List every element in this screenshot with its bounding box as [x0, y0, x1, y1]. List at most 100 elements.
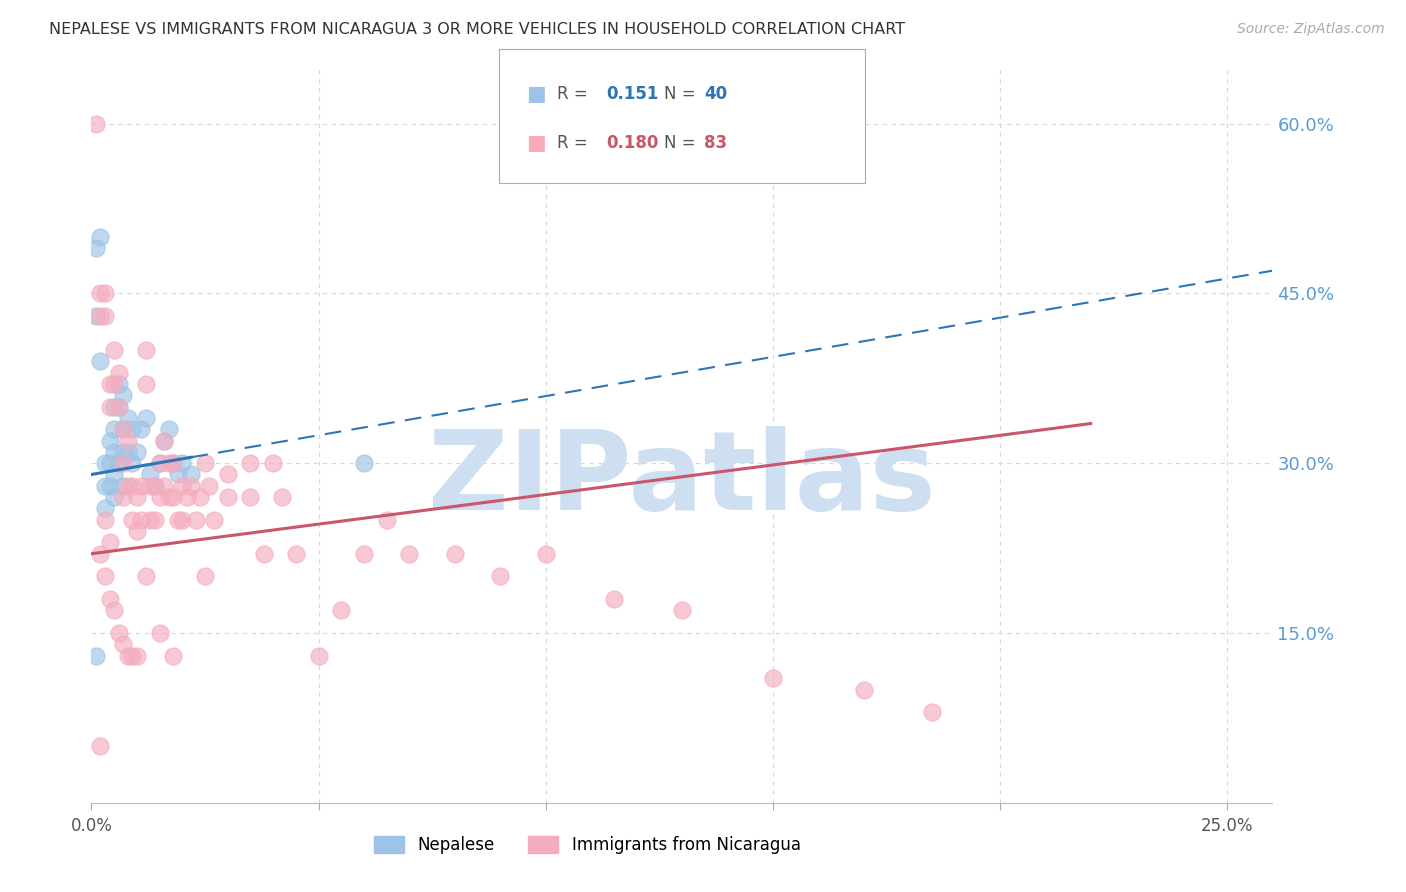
- Point: [153, 434, 176, 448]
- Point: [84, 309, 107, 323]
- Point: [125, 490, 148, 504]
- Point: [284, 547, 307, 561]
- Point: [353, 456, 375, 470]
- Point: [190, 490, 212, 504]
- Point: [202, 513, 225, 527]
- Point: [112, 456, 135, 470]
- Point: [135, 569, 157, 583]
- Point: [534, 547, 557, 561]
- Point: [98, 400, 121, 414]
- Point: [84, 241, 107, 255]
- Point: [98, 434, 121, 448]
- Point: [103, 603, 125, 617]
- Point: [94, 309, 117, 323]
- Point: [139, 513, 162, 527]
- Point: [89, 547, 111, 561]
- Point: [194, 456, 217, 470]
- Point: [139, 479, 162, 493]
- Point: [131, 479, 153, 493]
- Point: [239, 456, 262, 470]
- Point: [98, 456, 121, 470]
- Point: [148, 626, 170, 640]
- Point: [125, 445, 148, 459]
- Point: [489, 569, 512, 583]
- Point: [852, 682, 875, 697]
- Point: [107, 366, 129, 380]
- Point: [131, 422, 153, 436]
- Point: [121, 513, 143, 527]
- Point: [103, 467, 125, 482]
- Point: [98, 376, 121, 391]
- Point: [353, 547, 375, 561]
- Point: [103, 400, 125, 414]
- Point: [253, 547, 276, 561]
- Point: [121, 456, 143, 470]
- Point: [117, 479, 139, 493]
- Point: [157, 490, 180, 504]
- Point: [671, 603, 693, 617]
- Point: [135, 343, 157, 357]
- Point: [162, 456, 184, 470]
- Point: [184, 513, 207, 527]
- Point: [117, 648, 139, 663]
- Text: N =: N =: [664, 134, 695, 152]
- Point: [143, 479, 166, 493]
- Point: [308, 648, 330, 663]
- Point: [112, 422, 135, 436]
- Point: [271, 490, 294, 504]
- Point: [148, 456, 170, 470]
- Point: [103, 343, 125, 357]
- Point: [125, 648, 148, 663]
- Point: [94, 479, 117, 493]
- Point: [443, 547, 465, 561]
- Text: ■: ■: [526, 133, 546, 153]
- Point: [176, 490, 198, 504]
- Point: [112, 490, 135, 504]
- Point: [180, 467, 202, 482]
- Point: [125, 524, 148, 538]
- Point: [112, 479, 135, 493]
- Point: [217, 490, 239, 504]
- Point: [375, 513, 398, 527]
- Point: [603, 592, 626, 607]
- Point: [143, 479, 166, 493]
- Point: [262, 456, 284, 470]
- Point: [148, 456, 170, 470]
- Text: Source: ZipAtlas.com: Source: ZipAtlas.com: [1237, 22, 1385, 37]
- Point: [121, 422, 143, 436]
- Point: [89, 739, 111, 754]
- Point: [89, 286, 111, 301]
- Text: 0.180: 0.180: [606, 134, 658, 152]
- Text: 40: 40: [704, 85, 727, 103]
- Point: [131, 513, 153, 527]
- Point: [103, 445, 125, 459]
- Text: R =: R =: [557, 134, 588, 152]
- Point: [172, 513, 194, 527]
- Point: [148, 490, 170, 504]
- Point: [162, 648, 184, 663]
- Point: [112, 388, 135, 402]
- Point: [112, 637, 135, 651]
- Point: [153, 479, 176, 493]
- Point: [84, 648, 107, 663]
- Point: [180, 479, 202, 493]
- Point: [166, 513, 188, 527]
- Point: [135, 376, 157, 391]
- Point: [117, 410, 139, 425]
- Point: [762, 671, 785, 685]
- Point: [107, 456, 129, 470]
- Point: [103, 422, 125, 436]
- Point: [157, 422, 180, 436]
- Point: [89, 229, 111, 244]
- Point: [103, 490, 125, 504]
- Point: [172, 456, 194, 470]
- Point: [89, 354, 111, 368]
- Point: [172, 479, 194, 493]
- Point: [157, 456, 180, 470]
- Point: [330, 603, 353, 617]
- Text: 83: 83: [704, 134, 727, 152]
- Point: [139, 467, 162, 482]
- Point: [98, 479, 121, 493]
- Point: [398, 547, 420, 561]
- Point: [94, 501, 117, 516]
